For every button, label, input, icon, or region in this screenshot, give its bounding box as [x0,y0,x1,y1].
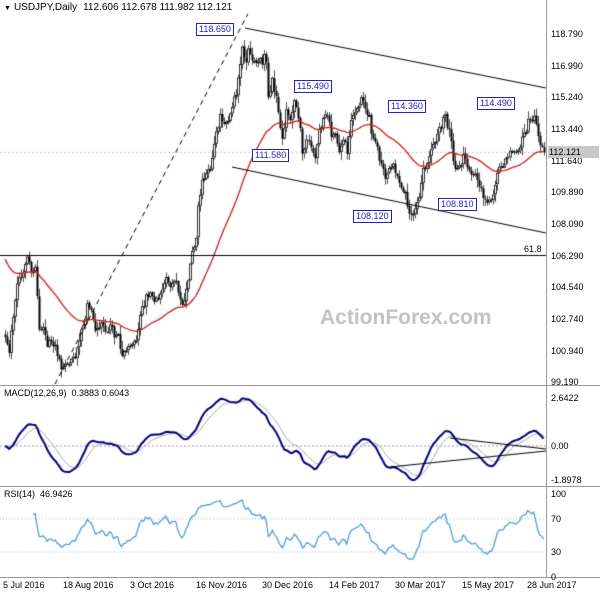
symbol-icon: ▼ [4,5,11,12]
rsi-indicator-label: RSI(14) 46.9426 [4,489,73,499]
symbol-name: USDJPY,Daily [13,2,78,13]
macd-panel-separator[interactable] [0,385,600,386]
macd-name: MACD(12,26,9) [4,388,67,398]
ohlc-readout: 112.606 112.678 111.982 112.121 [83,2,233,13]
time-axis-separator [0,577,600,578]
macd-indicator-label: MACD(12,26,9) 0.3883 0.6043 [4,388,129,398]
rsi-values: 46.9426 [40,489,73,499]
last-price-tag: 112.121 [548,146,599,159]
chart-title: ▼ USDJPY,Daily 112.606 112.678 111.982 112… [4,2,232,13]
rsi-name: RSI(14) [4,489,36,499]
rsi-panel-separator[interactable] [0,486,600,487]
watermark: ActionForex.com [320,306,492,329]
price-axis-border [546,0,547,577]
macd-values: 0.3883 0.6043 [71,388,130,398]
